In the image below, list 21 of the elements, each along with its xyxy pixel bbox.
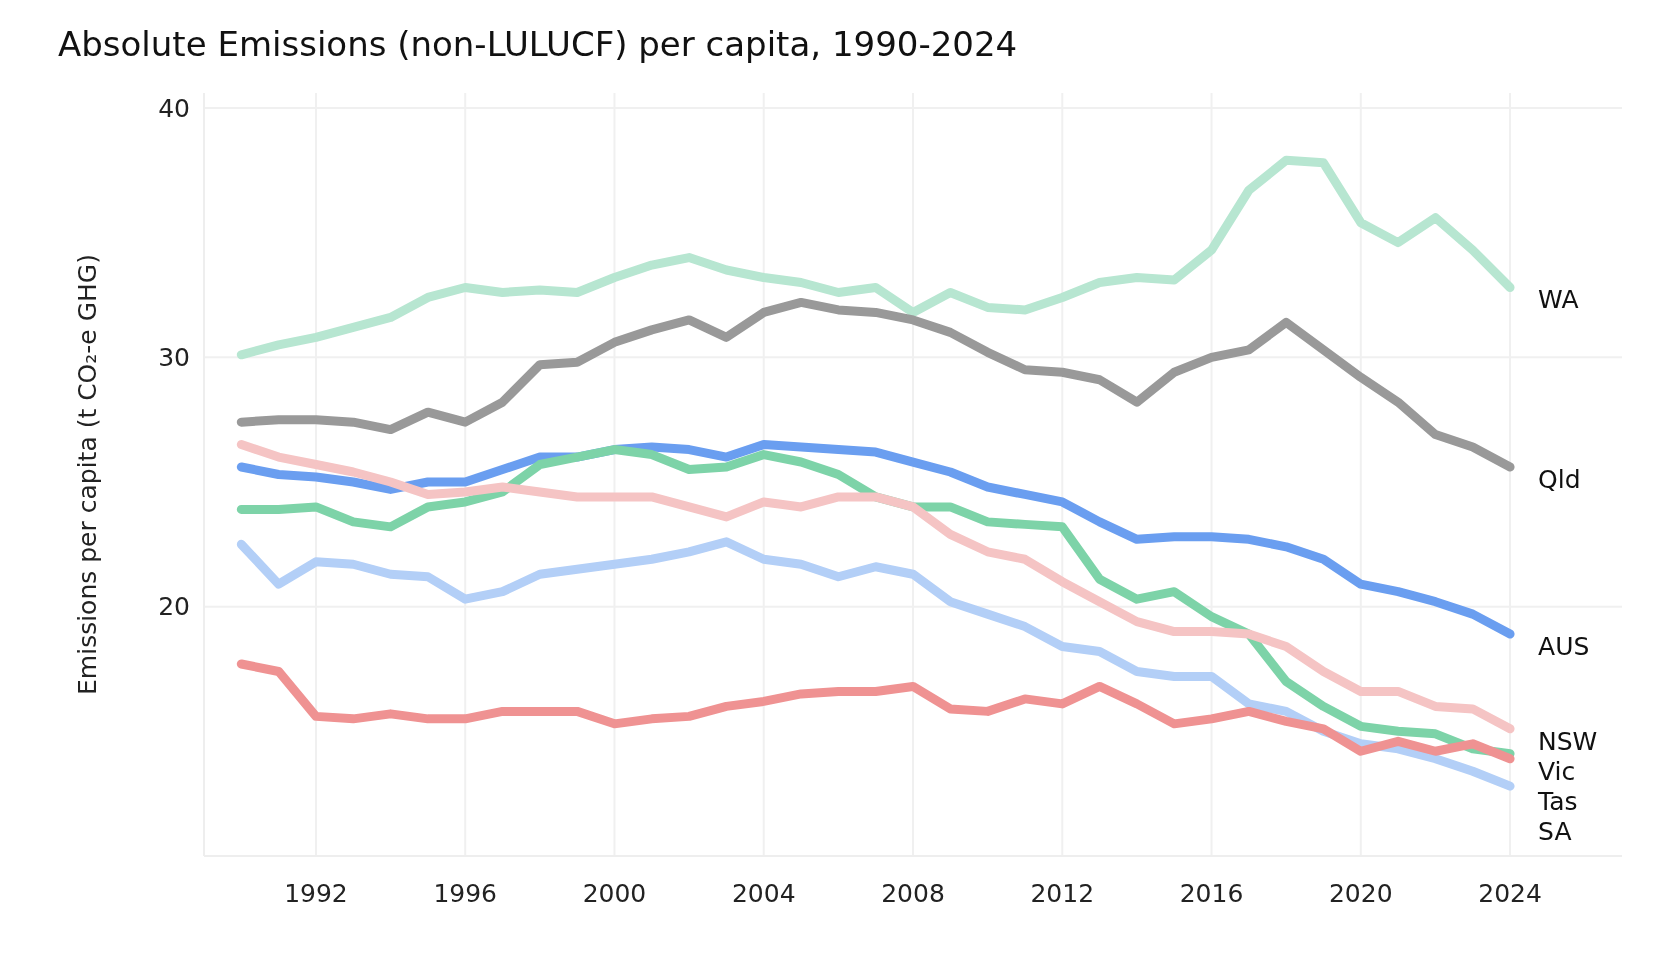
x-tick-label: 2000 xyxy=(582,879,647,908)
series-label: AUS xyxy=(1538,631,1590,661)
series-label: Qld xyxy=(1538,464,1581,494)
y-tick-label: 40 xyxy=(158,93,190,123)
series-label: SA xyxy=(1538,816,1572,846)
y-tick-label: 20 xyxy=(158,592,190,622)
x-tick-label: 2020 xyxy=(1328,879,1393,908)
series-label: NSW xyxy=(1538,726,1598,756)
x-tick-label: 1996 xyxy=(433,879,498,908)
y-axis-title: Emissions per capita (t CO₂-e GHG) xyxy=(73,254,102,695)
chart-title: Absolute Emissions (non-LULUCF) per capita, 1990-2024 xyxy=(58,24,1018,64)
x-tick-label: 2016 xyxy=(1179,879,1244,908)
series-label: Vic xyxy=(1538,756,1576,786)
x-tick-label: 2012 xyxy=(1030,879,1095,908)
x-tick-label: 2004 xyxy=(731,879,796,908)
series-label: WA xyxy=(1538,285,1579,315)
x-tick-label: 2008 xyxy=(881,879,945,908)
x-tick-label: 2024 xyxy=(1478,879,1542,908)
y-tick-label: 30 xyxy=(158,343,190,373)
series-label: Tas xyxy=(1537,786,1578,816)
x-tick-label: 1992 xyxy=(284,879,348,908)
